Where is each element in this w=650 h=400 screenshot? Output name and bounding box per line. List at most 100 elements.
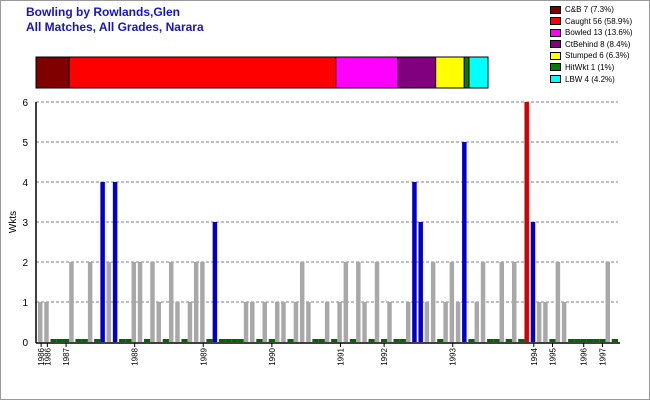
legend-swatch xyxy=(550,40,561,49)
bar-zero xyxy=(468,339,475,342)
x-tick-label: 1988 xyxy=(131,347,140,365)
legend-swatch xyxy=(550,51,561,60)
bar xyxy=(187,302,193,342)
bar-zero xyxy=(568,339,575,342)
legend-swatch xyxy=(550,63,561,72)
bar-zero xyxy=(593,339,600,342)
legend-item: CtBehind 8 (8.4%) xyxy=(550,39,633,50)
bar xyxy=(511,262,517,342)
y-tick-label: 4 xyxy=(22,178,28,189)
bar-zero xyxy=(287,339,294,342)
bar xyxy=(69,262,74,342)
bar xyxy=(299,262,305,342)
bar-zero xyxy=(368,339,375,342)
bar xyxy=(156,302,161,342)
bar-zero xyxy=(331,339,338,342)
bar-zero xyxy=(518,339,525,342)
bar xyxy=(38,302,43,342)
x-tick-label: 1989 xyxy=(199,347,208,365)
bar xyxy=(262,302,268,342)
bar-zero xyxy=(381,339,388,342)
bar xyxy=(443,302,448,342)
bar xyxy=(543,302,548,342)
y-tick-label: 3 xyxy=(22,218,28,229)
bar xyxy=(555,262,561,342)
bar-zero xyxy=(268,339,275,342)
bar xyxy=(561,302,567,342)
legend: C&B 7 (7.3%) Caught 56 (58.9%) Bowled 13 (… xyxy=(550,4,633,85)
bar xyxy=(462,142,467,342)
bar xyxy=(455,302,461,342)
legend-label: Stumped 6 (6.3%) xyxy=(565,51,630,61)
dismissal-segment xyxy=(468,56,489,89)
bar xyxy=(418,222,423,342)
bar-zero xyxy=(218,339,226,342)
bar-zero xyxy=(505,339,512,342)
dismissal-segment xyxy=(435,56,465,89)
bar-zero xyxy=(586,339,594,342)
bar xyxy=(112,182,118,342)
x-tick-label: 1996 xyxy=(580,347,589,365)
x-tick-label: 1997 xyxy=(598,347,607,365)
bar xyxy=(106,262,112,342)
bar xyxy=(175,302,180,342)
legend-label: C&B 7 (7.3%) xyxy=(565,5,614,14)
x-tick-label: 1991 xyxy=(336,347,345,365)
bar xyxy=(356,262,361,342)
x-tick-label: 1993 xyxy=(449,347,458,365)
bar xyxy=(293,302,299,342)
bar-zero xyxy=(312,339,319,342)
x-tick-label: 1995 xyxy=(549,347,558,365)
bar-zero xyxy=(225,339,232,342)
bar xyxy=(536,302,542,342)
bar xyxy=(87,262,93,342)
dismissal-segment xyxy=(463,56,470,89)
bar xyxy=(281,302,286,342)
bar xyxy=(337,302,342,342)
bar xyxy=(243,302,249,342)
bar-zero xyxy=(181,339,188,342)
bar xyxy=(430,262,436,342)
bar-zero xyxy=(81,339,88,342)
bar xyxy=(343,262,349,342)
legend-label: HitWkt 1 (1%) xyxy=(565,62,615,72)
bar xyxy=(524,102,529,342)
bar-zero xyxy=(162,339,169,342)
bar-zero xyxy=(437,339,444,342)
bar-zero xyxy=(549,339,556,342)
bar-zero xyxy=(206,339,213,342)
bar xyxy=(150,262,155,342)
x-tick-label: 1986 xyxy=(43,347,52,365)
bar xyxy=(324,302,330,342)
bar-zero xyxy=(119,339,126,342)
bar xyxy=(362,302,367,342)
bar xyxy=(530,222,536,342)
x-tick-label: 1992 xyxy=(380,347,389,365)
bar xyxy=(250,302,255,342)
bar-zero xyxy=(493,339,500,342)
bar xyxy=(306,302,311,342)
bar xyxy=(212,222,218,342)
bar xyxy=(499,262,504,342)
chart-title-line-2: All Matches, All Grades, Narara xyxy=(26,20,204,34)
legend-label: Bowled 13 (13.6%) xyxy=(565,28,633,38)
x-tick-label: 1994 xyxy=(530,347,539,365)
bar xyxy=(274,302,280,342)
bar-zero xyxy=(318,339,325,342)
bar xyxy=(405,302,411,342)
y-tick-label: 0 xyxy=(22,338,28,349)
bar xyxy=(168,262,174,342)
bar xyxy=(387,302,392,342)
legend-label: Caught 56 (58.9%) xyxy=(565,16,633,26)
bar xyxy=(137,262,143,342)
bar-zero xyxy=(599,339,606,342)
bar xyxy=(412,182,417,342)
legend-label: LBW 4 (4.2%) xyxy=(565,74,615,84)
dismissal-segment xyxy=(68,56,337,89)
bar-zero xyxy=(62,339,70,342)
y-axis-label: Wkts xyxy=(8,211,19,233)
bar-zero xyxy=(237,339,244,342)
y-tick-label: 1 xyxy=(22,298,28,309)
legend-item: HitWkt 1 (1%) xyxy=(550,62,633,73)
